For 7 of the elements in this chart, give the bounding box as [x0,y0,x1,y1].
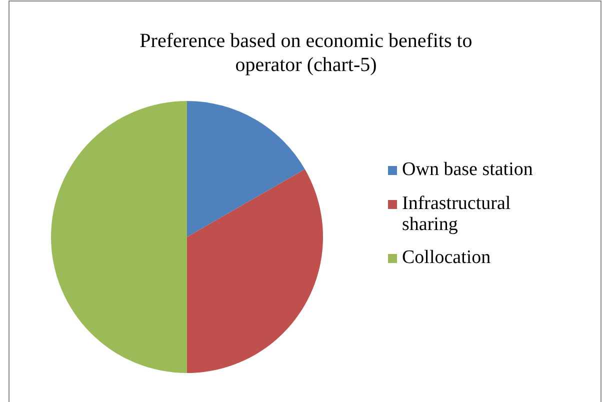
pie-slice [187,169,323,373]
pie-slice [187,101,305,237]
legend-label: Infrastructural sharing [402,193,511,235]
chart-title: Preference based on economic benefits to operator (chart-5) [140,30,472,76]
legend-label: Own base station [402,159,534,180]
pie-slice [51,101,187,373]
legend-label: Collocation [402,247,492,268]
